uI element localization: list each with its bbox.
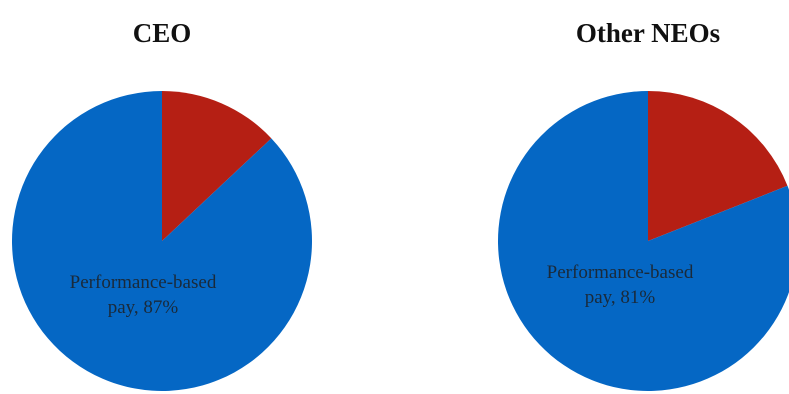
other-neos-other-pay-slice <box>648 91 788 241</box>
ceo-performance-based-slice <box>12 90 313 391</box>
ceo-performance-label-line1: Performance-based <box>70 272 217 293</box>
other-neos-performance-based-slice <box>498 91 789 391</box>
other-neos-performance-label-line2: pay, 81% <box>585 287 656 308</box>
ceo-pie-chart: CEO Performance-based pay, 87% <box>12 18 313 391</box>
other-neos-chart-title: Other NEOs <box>576 18 720 48</box>
ceo-other-pay-slice <box>162 91 272 241</box>
ceo-chart-title: CEO <box>133 18 192 48</box>
other-neos-pie-slices <box>498 91 789 391</box>
other-neos-performance-label-line1: Performance-based <box>547 262 694 283</box>
ceo-pie-slices <box>12 90 313 391</box>
other-neos-pie-chart: Other NEOs Performance-based pay, 81% <box>498 18 789 391</box>
ceo-performance-label-line2: pay, 87% <box>108 297 179 318</box>
